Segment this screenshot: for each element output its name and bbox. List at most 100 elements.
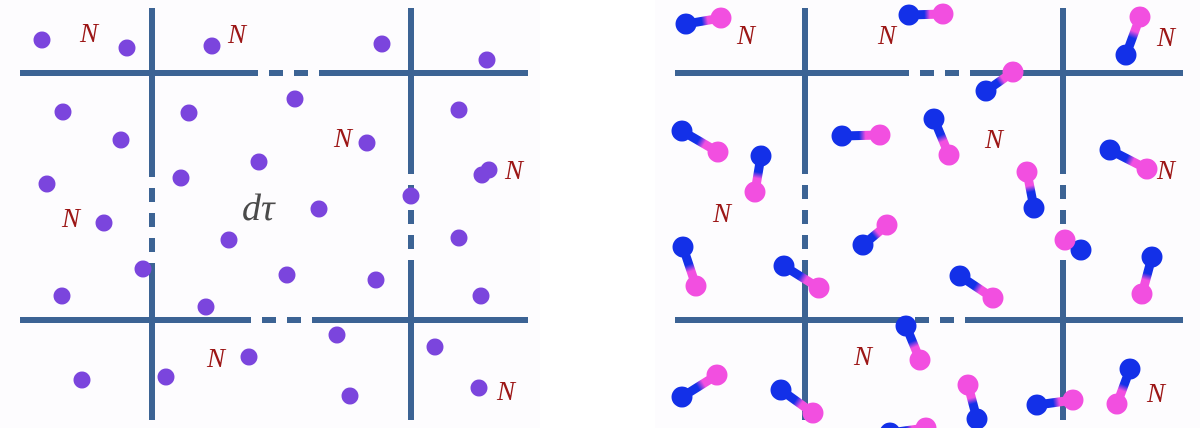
molecule-atom-blue: [773, 255, 795, 277]
diatomic-molecule: [744, 145, 772, 203]
molecule-atom-blue: [895, 315, 917, 337]
n-count-label: N: [505, 155, 524, 185]
particle-dot: [373, 35, 391, 53]
diatomic-molecule: [923, 108, 960, 166]
molecule-atom-blue: [852, 234, 874, 256]
dtau-volume-label: dτ: [242, 187, 275, 229]
diatomic-molecule: [880, 417, 937, 428]
molecule-atom-magenta: [1062, 389, 1084, 411]
molecule-atom-blue: [671, 386, 693, 408]
molecule-atom-magenta: [1002, 61, 1024, 83]
particle-dot: [112, 131, 130, 149]
n-count-label: N: [1157, 22, 1176, 52]
diatomic-molecule: [975, 61, 1024, 102]
molecule-atom-magenta: [1054, 229, 1076, 251]
diatomic-molecule: [675, 7, 732, 35]
molecule-atom-magenta: [932, 3, 954, 25]
particle-dot: [95, 214, 113, 232]
particle-dot: [53, 287, 71, 305]
particle-dot: [358, 134, 376, 152]
molecule-atom-magenta: [808, 277, 830, 299]
molecule-atom-blue: [1023, 197, 1045, 219]
n-count-label: N: [334, 123, 353, 153]
diatomic-molecule: [1016, 161, 1045, 219]
molecule-atom-blue: [949, 265, 971, 287]
molecule-atom-magenta: [957, 374, 979, 396]
n-count-label: N: [854, 341, 873, 371]
n-count-label: N: [1157, 155, 1176, 185]
particle-dot: [310, 200, 328, 218]
diatomic-molecule: [898, 3, 954, 26]
molecule-atom-blue: [923, 108, 945, 130]
molecule-atom-blue: [1070, 239, 1092, 261]
molecule-atom-blue: [898, 4, 920, 26]
particle-dot: [38, 175, 56, 193]
particle-dot: [220, 231, 238, 249]
particle-dot: [33, 31, 51, 49]
molecule-atom-magenta: [706, 364, 728, 386]
n-count-label: N: [80, 18, 99, 48]
molecule-atom-blue: [675, 13, 697, 35]
particle-dot: [250, 153, 268, 171]
n-count-label: N: [62, 203, 81, 233]
molecule-atom-blue: [831, 125, 853, 147]
molecule-atom-magenta: [1136, 158, 1158, 180]
diatomic-molecule: [671, 120, 729, 163]
particle-dot: [157, 368, 175, 386]
diatomic-molecule: [852, 214, 898, 256]
molecule-atom-blue: [770, 379, 792, 401]
particle-dot: [402, 187, 420, 205]
molecule-atom-magenta: [1106, 393, 1128, 415]
molecule-atom-blue: [975, 80, 997, 102]
n-count-label: N: [1147, 378, 1166, 408]
particle-dot: [367, 271, 385, 289]
particle-dot: [54, 103, 72, 121]
molecule-atom-magenta: [938, 144, 960, 166]
diatomic-molecule: [1131, 246, 1163, 305]
molecule-atom-magenta: [982, 287, 1004, 309]
n-count-label: N: [497, 376, 516, 406]
particle-dot: [450, 101, 468, 119]
molecule-atom-magenta: [707, 141, 729, 163]
n-count-label: N: [878, 20, 897, 50]
left-panel-grid-and-particles: [20, 8, 528, 420]
diatomic-molecule: [949, 265, 1004, 309]
molecule-atom-magenta: [802, 402, 824, 424]
n-count-label: N: [207, 343, 226, 373]
particle-dot: [426, 338, 444, 356]
right-panel-grid-and-molecules: [671, 3, 1183, 428]
molecule-atom-blue: [672, 236, 694, 258]
molecule-atom-magenta: [710, 7, 732, 29]
particle-dot: [328, 326, 346, 344]
molecule-atom-blue: [1141, 246, 1163, 268]
particle-dot: [278, 266, 296, 284]
n-count-label: N: [713, 198, 732, 228]
diatomic-molecule: [770, 379, 824, 424]
particle-dot: [341, 387, 359, 405]
particle-dot: [180, 104, 198, 122]
particle-dot: [473, 166, 491, 184]
molecule-atom-magenta: [876, 214, 898, 236]
diatomic-molecule: [1099, 139, 1158, 180]
particle-dot: [470, 379, 488, 397]
molecule-atom-magenta: [909, 349, 931, 371]
particle-dot: [172, 169, 190, 187]
molecule-atom-magenta: [685, 275, 707, 297]
diatomic-molecule: [1026, 389, 1084, 416]
particle-dot: [73, 371, 91, 389]
diatomic-molecule: [672, 236, 707, 297]
diatomic-molecule: [1106, 358, 1141, 415]
particle-dot: [240, 348, 258, 366]
particle-dot: [134, 260, 152, 278]
molecule-atom-blue: [880, 422, 900, 428]
particle-dot: [450, 229, 468, 247]
molecule-atom-magenta: [1016, 161, 1038, 183]
molecule-atom-blue: [1115, 44, 1137, 66]
particle-dot: [118, 39, 136, 57]
particle-dot: [478, 51, 496, 69]
diatomic-molecule: [1115, 6, 1151, 66]
diatomic-molecule: [895, 315, 931, 371]
diatomic-molecule: [671, 364, 728, 408]
